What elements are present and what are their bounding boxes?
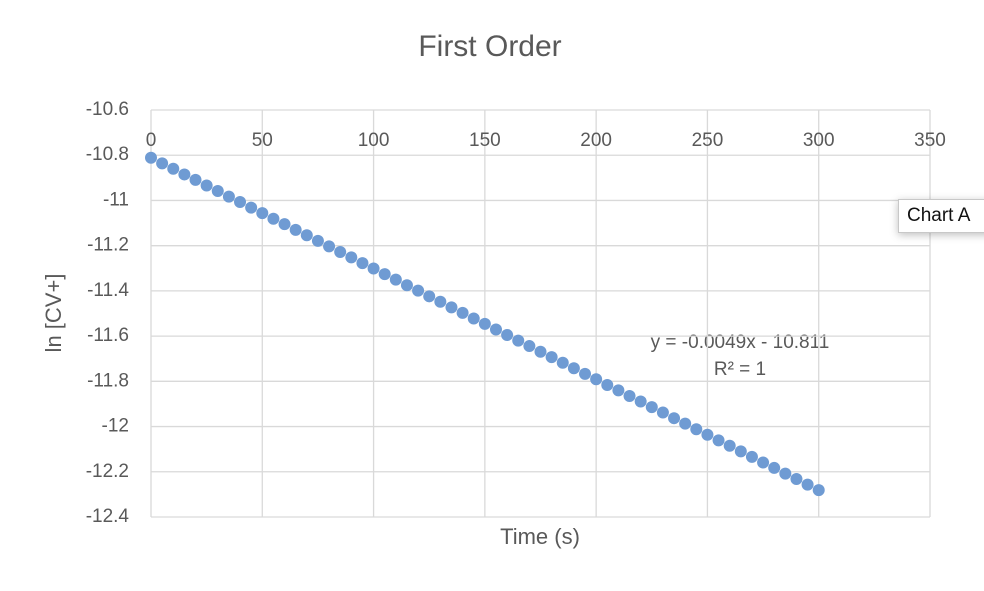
x-tick-label: 150 [469, 130, 501, 151]
x-tick-label: 50 [252, 130, 273, 151]
x-tick-label: 100 [358, 130, 390, 151]
data-point [790, 473, 803, 486]
data-point [768, 461, 781, 474]
data-point [311, 234, 324, 247]
data-point [300, 229, 313, 242]
trendline-r2: R² = 1 [714, 359, 766, 380]
data-point [467, 312, 480, 325]
data-point [534, 345, 547, 358]
data-point [256, 207, 269, 220]
data-point [623, 390, 636, 403]
data-point [345, 251, 358, 264]
data-point [423, 290, 436, 303]
y-tick-label: -12.2 [86, 461, 129, 482]
data-point [167, 162, 180, 175]
data-point [579, 367, 592, 380]
data-point [712, 434, 725, 447]
data-point [545, 351, 558, 364]
data-point [434, 295, 447, 308]
data-point [412, 284, 425, 297]
data-point [156, 157, 169, 170]
y-tick-label: -11.6 [87, 325, 129, 346]
data-point [211, 184, 224, 197]
data-point [389, 273, 402, 286]
data-point [445, 301, 458, 314]
data-point [145, 151, 157, 164]
chart-title: First Order [418, 30, 561, 63]
data-point [178, 168, 191, 181]
data-point [378, 268, 391, 281]
data-point [523, 340, 536, 353]
data-point [723, 439, 736, 452]
data-point [234, 196, 247, 209]
data-point [812, 484, 825, 497]
data-point [334, 245, 347, 258]
data-point [367, 262, 380, 275]
y-tick-label: -11.8 [87, 370, 129, 391]
data-point [556, 356, 569, 369]
data-point [356, 257, 369, 270]
data-point [590, 373, 603, 386]
data-point [612, 384, 625, 397]
y-axis-label: ln [CV+] [41, 274, 66, 353]
x-axis-label: Time (s) [500, 524, 580, 549]
data-point [567, 362, 580, 375]
x-tick-label: 250 [692, 130, 724, 151]
tooltip: Chart A [898, 199, 984, 233]
data-point [745, 450, 758, 463]
data-point [289, 223, 302, 236]
y-tick-label: -10.6 [86, 99, 129, 120]
y-tick-label: -12.4 [86, 506, 130, 527]
data-point [400, 279, 413, 292]
data-point [222, 190, 235, 203]
x-tick-label: 350 [914, 130, 946, 151]
data-point [757, 456, 770, 469]
trendline-equation: y = -0.0049x - 10.811 [651, 332, 830, 353]
data-point [701, 428, 714, 441]
y-tick-label: -11.2 [87, 235, 129, 256]
data-point [656, 406, 669, 419]
data-point [679, 417, 692, 430]
y-tick-label: -12 [102, 416, 129, 437]
data-point [489, 323, 502, 336]
data-point [478, 317, 491, 330]
x-tick-label: 300 [803, 130, 835, 151]
y-tick-label: -10.8 [86, 144, 129, 165]
data-point [634, 395, 647, 408]
data-point [267, 212, 280, 225]
data-point [668, 412, 681, 425]
data-point [200, 179, 213, 192]
x-tick-label: 200 [580, 130, 612, 151]
x-tick-label: 0 [146, 130, 157, 151]
data-point [456, 306, 469, 319]
data-point [189, 173, 202, 186]
y-tick-label: -11 [103, 189, 129, 210]
data-point [512, 334, 525, 347]
data-point [601, 378, 614, 391]
data-point [323, 240, 336, 253]
y-tick-label: -11.4 [87, 280, 129, 301]
data-point [779, 467, 792, 480]
data-point [501, 328, 514, 341]
data-point [245, 201, 258, 214]
data-point [734, 445, 747, 458]
data-point [690, 423, 703, 436]
data-point [645, 401, 658, 414]
data-point [801, 478, 814, 491]
data-point [278, 218, 291, 231]
